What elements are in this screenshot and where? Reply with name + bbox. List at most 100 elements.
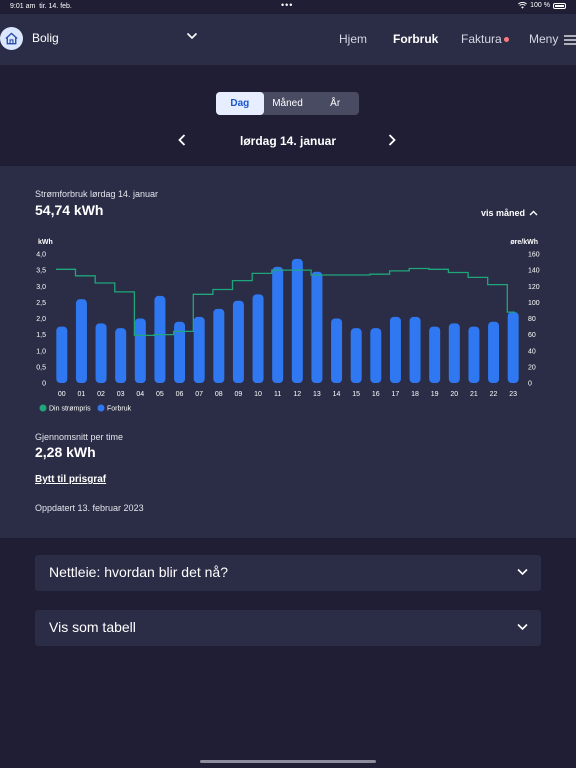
y-tick-label-left: 3,5 <box>36 268 46 275</box>
house-icon[interactable] <box>0 27 23 50</box>
nav-link-meny[interactable]: Meny <box>529 32 559 46</box>
usage-bar <box>213 308 225 383</box>
nav-link-hjem[interactable]: Hjem <box>339 32 368 46</box>
chevron-down-icon <box>517 568 528 576</box>
y-tick-label-left: 0 <box>42 381 46 388</box>
usage-bar <box>429 326 441 383</box>
battery-percent: 100 % <box>530 2 550 9</box>
chevron-down-icon[interactable] <box>186 32 198 40</box>
x-tick-label: 06 <box>176 391 184 398</box>
property-selector-label[interactable]: Bolig <box>32 31 59 45</box>
y-tick-label-left: 1,0 <box>36 348 46 355</box>
right-axis-unit: øre/kWh <box>510 239 538 246</box>
x-tick-label: 16 <box>372 391 380 398</box>
legend-usage-label: Forbruk <box>107 406 132 413</box>
x-tick-label: 00 <box>58 391 66 398</box>
x-tick-label: 21 <box>470 391 478 398</box>
wifi-icon <box>518 2 528 9</box>
y-tick-label-right: 40 <box>528 348 536 355</box>
status-right: 100 % <box>518 2 566 9</box>
average-value: 2,28 kWh <box>35 444 96 460</box>
usage-bar <box>507 312 519 383</box>
x-tick-label: 15 <box>352 391 360 398</box>
usage-bar <box>154 295 166 383</box>
y-tick-label-left: 0,5 <box>36 364 46 371</box>
status-bar: 9:01 am tir. 14. feb. ••• 100 % <box>0 0 576 14</box>
x-tick-label: 03 <box>117 391 125 398</box>
consumption-total: 54,74 kWh <box>35 202 104 218</box>
nav-link-faktura[interactable]: Faktura <box>461 32 509 46</box>
home-indicator <box>200 760 376 763</box>
updated-label: Oppdatert 13. februar 2023 <box>35 503 144 513</box>
y-tick-label-left: 2,5 <box>36 300 46 307</box>
accordion-title: Nettleie: hvordan blir det nå? <box>49 564 228 580</box>
nav-link-faktura-label: Faktura <box>461 32 502 46</box>
x-tick-label: 04 <box>136 391 144 398</box>
x-tick-label: 22 <box>490 391 498 398</box>
chevron-up-icon <box>529 210 538 216</box>
x-tick-label: 20 <box>450 391 458 398</box>
usage-bar <box>252 294 264 383</box>
chevron-left-icon[interactable] <box>177 134 187 146</box>
legend-price-dot <box>39 404 47 412</box>
usage-bar <box>488 321 500 383</box>
usage-bar <box>134 318 146 383</box>
usage-bar <box>75 299 87 383</box>
y-tick-label-right: 140 <box>528 268 540 275</box>
battery-icon <box>553 2 566 9</box>
left-axis-unit: kWh <box>38 239 53 246</box>
y-tick-label-left: 4,0 <box>36 252 46 259</box>
usage-bar <box>115 328 127 383</box>
usage-bar <box>193 316 205 383</box>
x-tick-label: 05 <box>156 391 164 398</box>
switch-to-price-graph-link[interactable]: Bytt til prisgraf <box>35 474 107 485</box>
consumption-card: Strømforbruk lørdag 14. januar 54,74 kWh… <box>0 166 576 538</box>
usage-bar <box>291 258 303 383</box>
price-step-line <box>55 267 515 337</box>
x-tick-label: 01 <box>78 391 86 398</box>
usage-bar <box>468 326 480 383</box>
accordion-vis-som-tabell[interactable]: Vis som tabell <box>35 610 541 646</box>
notification-dot <box>503 37 509 43</box>
nav-link-forbruk[interactable]: Forbruk <box>393 32 439 46</box>
show-month-label: vis måned <box>481 208 526 218</box>
usage-bar <box>389 316 401 383</box>
usage-bar <box>174 321 186 383</box>
usage-bar <box>311 271 323 383</box>
y-tick-label-right: 60 <box>528 332 536 339</box>
period-option-dag[interactable]: Dag <box>216 92 264 115</box>
period-option-aar[interactable]: År <box>330 98 341 109</box>
legend-price-label: Din strømpris <box>49 406 91 413</box>
y-tick-label-right: 80 <box>528 316 536 323</box>
average-label: Gjennomsnitt per time <box>35 432 124 442</box>
x-tick-label: 11 <box>274 391 281 398</box>
accordion-nettleie[interactable]: Nettleie: hvordan blir det nå? <box>35 555 541 591</box>
top-navigation: Bolig Hjem Forbruk Faktura Meny <box>0 14 576 65</box>
x-tick-label: 13 <box>313 391 321 398</box>
multitasking-dots[interactable]: ••• <box>281 0 294 10</box>
hamburger-icon[interactable] <box>564 35 576 45</box>
x-tick-label: 07 <box>195 391 203 398</box>
date-label: lørdag 14. januar <box>239 134 337 148</box>
usage-bar <box>232 300 244 383</box>
y-tick-label-left: 2,0 <box>36 316 46 323</box>
x-tick-label: 09 <box>235 391 243 398</box>
show-month-toggle[interactable]: vis måned <box>481 208 538 218</box>
period-option-maaned[interactable]: Måned <box>272 98 303 109</box>
x-tick-label: 10 <box>254 391 262 398</box>
date-navigator: lørdag 14. januar <box>0 130 576 152</box>
usage-bar <box>56 326 68 383</box>
consumption-chart: kWh øre/kWh4,03,53,02,52,01,51,00,5016014… <box>36 239 540 413</box>
y-tick-label-left: 3,0 <box>36 284 46 291</box>
x-tick-label: 08 <box>215 391 223 398</box>
x-tick-label: 18 <box>411 391 419 398</box>
y-tick-label-right: 100 <box>528 300 540 307</box>
y-tick-label-right: 20 <box>528 364 536 371</box>
y-tick-label-left: 1,5 <box>36 332 46 339</box>
y-tick-label-right: 120 <box>528 284 540 291</box>
chevron-right-icon[interactable] <box>387 134 397 146</box>
accordion-title: Vis som tabell <box>49 619 136 635</box>
x-tick-label: 17 <box>392 391 400 398</box>
legend-usage-dot <box>97 404 105 412</box>
x-tick-label: 19 <box>431 391 439 398</box>
